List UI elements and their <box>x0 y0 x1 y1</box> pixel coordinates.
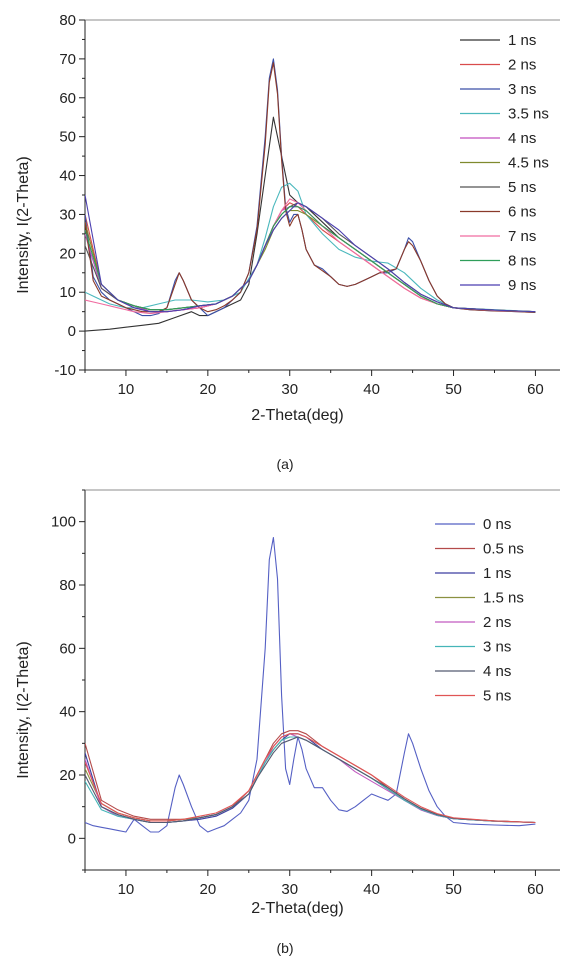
series-line-5-ns <box>85 733 536 824</box>
y-tick-label: 20 <box>59 245 76 262</box>
legend-label: 3 ns <box>483 639 511 656</box>
legend-label: 4.5 ns <box>508 155 549 172</box>
legend-label: 6 ns <box>508 204 536 221</box>
x-tick-label: 40 <box>363 381 380 398</box>
x-tick-label: 40 <box>363 881 380 898</box>
x-tick-label: 30 <box>281 381 298 398</box>
series-line-0_5-ns <box>85 730 536 824</box>
series-line-3_5-ns <box>85 182 536 313</box>
panel-label: (a) <box>276 456 293 472</box>
legend-label: 1.5 ns <box>483 590 524 607</box>
y-tick-label: -10 <box>54 362 76 379</box>
x-tick-label: 30 <box>281 881 298 898</box>
legend-label: 0 ns <box>483 516 511 533</box>
y-tick-label: 30 <box>59 206 76 223</box>
legend-label: 2 ns <box>483 614 511 631</box>
series-line-8-ns <box>85 206 536 313</box>
y-tick-label: 70 <box>59 51 76 68</box>
panel-label: (b) <box>276 940 293 956</box>
y-tick-label: 40 <box>59 168 76 185</box>
series-line-4-ns <box>85 206 536 313</box>
y-axis-title: Intensity, I(2-Theta) <box>15 641 32 779</box>
legend-label: 3 ns <box>508 81 536 98</box>
legend: 0 ns 0.5 ns 1 ns 1.5 ns 2 ns 3 ns 4 ns 5 ns <box>435 516 524 705</box>
y-tick-label: 80 <box>59 577 76 594</box>
y-tick-label: 40 <box>59 704 76 721</box>
legend-label: 2 ns <box>508 57 536 74</box>
y-tick-label: 60 <box>59 90 76 107</box>
legend-label: 4 ns <box>508 130 536 147</box>
series-line-0-ns <box>85 536 536 833</box>
y-tick-label: 60 <box>59 640 76 657</box>
y-tick-label: 0 <box>68 323 76 340</box>
x-tick-label: 50 <box>445 381 462 398</box>
series-line-4-ns <box>85 736 536 824</box>
legend-label: 1 ns <box>508 32 536 49</box>
y-tick-label: 0 <box>68 830 76 847</box>
series-line-3-ns <box>85 736 536 824</box>
y-tick-label: 100 <box>51 514 76 531</box>
x-tick-label: 60 <box>527 881 544 898</box>
y-tick-label: 10 <box>59 284 76 301</box>
y-tick-label: 80 <box>59 12 76 29</box>
x-tick-label: 50 <box>445 881 462 898</box>
legend-label: 4 ns <box>483 663 511 680</box>
series-group <box>85 58 536 332</box>
x-axis-title: 2-Theta(deg) <box>251 407 344 424</box>
series-line-9-ns <box>85 194 536 313</box>
legend-label: 7 ns <box>508 228 536 245</box>
legend-label: 8 ns <box>508 253 536 270</box>
y-tick-label: 50 <box>59 129 76 146</box>
series-line-4_5-ns <box>85 210 536 313</box>
x-tick-label: 60 <box>527 381 544 398</box>
legend-label: 5 ns <box>508 179 536 196</box>
legend-label: 0.5 ns <box>483 541 524 558</box>
legend-label: 5 ns <box>483 688 511 705</box>
y-tick-label: 20 <box>59 767 76 784</box>
y-axis-title: Intensity, I(2-Theta) <box>15 156 32 294</box>
legend-label: 1 ns <box>483 565 511 582</box>
chart-panel-a: 10 20 30 40 50 60 -10 0 10 20 30 40 50 60 70 80 2-Theta(… <box>15 12 560 472</box>
x-tick-label: 20 <box>200 881 217 898</box>
legend-label: 9 ns <box>508 277 536 294</box>
x-axis-title: 2-Theta(deg) <box>251 900 344 917</box>
series-line-7-ns <box>85 198 536 315</box>
series-line-1-ns <box>85 116 536 332</box>
x-tick-label: 10 <box>118 881 135 898</box>
legend-label: 3.5 ns <box>508 106 549 123</box>
series-line-1_5-ns <box>85 736 536 824</box>
legend: 1 ns 2 ns 3 ns 3.5 ns 4 ns 4.5 ns 5 ns 6 ns 7 ns… <box>460 32 549 294</box>
x-tick-label: 10 <box>118 381 135 398</box>
series-group <box>85 536 536 833</box>
chart-panel-b: 10 20 30 40 50 60 0 20 40 60 80 100 2-Theta(deg) Inte… <box>15 489 560 956</box>
x-tick-label: 20 <box>200 381 217 398</box>
